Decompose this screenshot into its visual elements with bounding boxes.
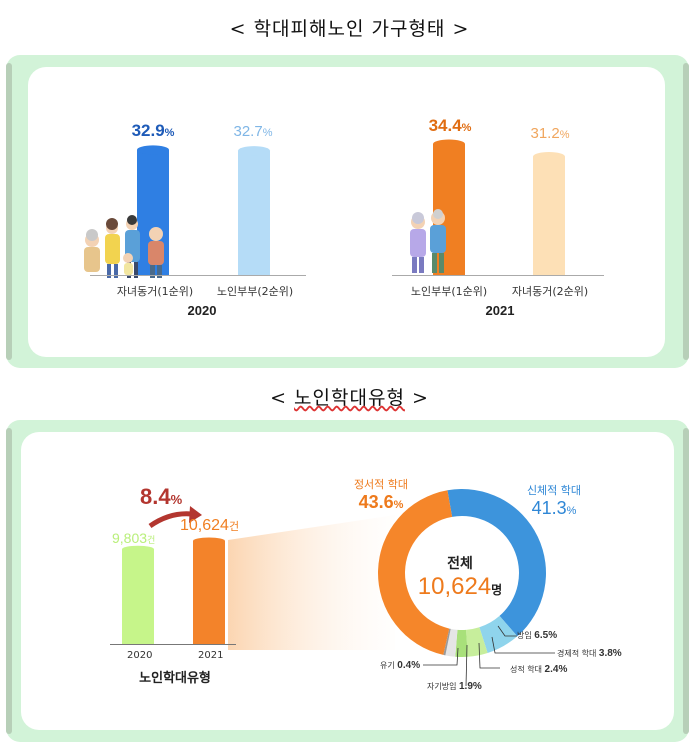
cases-year-2020: 2020 (127, 650, 153, 661)
cases-2021-value: 10,624건 (180, 517, 240, 534)
cases-axis (110, 644, 236, 645)
axis-2020 (90, 275, 306, 276)
label-financial: 경제적 학대 3.8% (557, 648, 622, 659)
label-self-neglect: 자기방임 1.9% (427, 681, 482, 692)
cases-title: 노인학대유형 (139, 670, 211, 685)
title-bracket-close: > (411, 387, 429, 409)
abuse-section-title: < 노인학대유형 > (0, 383, 699, 410)
cases-2020-value: 9,803건 (112, 530, 156, 546)
axis-2021 (392, 275, 604, 276)
donut-center: 전체 10,624명 (400, 553, 520, 601)
label-physical: 신체적 학대 41.3% (526, 484, 582, 518)
bar-label-2021-2: 자녀동거(2순위) (511, 285, 589, 298)
year-2020: 2020 (187, 303, 217, 318)
couple-illustration (410, 209, 446, 273)
pct-2020-2: 32.7% (233, 123, 273, 140)
bar-label-2021-1: 노인부부(1순위) (410, 285, 488, 298)
label-abandon: 유기 0.4% (380, 660, 421, 671)
cases-year-2021: 2021 (198, 650, 224, 661)
pct-2021-1: 34.4% (428, 116, 472, 135)
bar-label-2020-1: 자녀동거(1순위) (116, 285, 194, 298)
household-section-title: < 학대피해노인 가구형태 > (229, 18, 470, 40)
label-emotional: 정서적 학대 43.6% (353, 478, 409, 512)
donut-center-label: 전체 (447, 556, 473, 572)
title-bracket-open: < (270, 387, 287, 409)
pct-2021-2: 31.2% (530, 125, 570, 142)
label-sexual: 성적 학대 2.4% (510, 664, 568, 675)
title-main: 노인학대유형 (294, 387, 405, 409)
pct-2020-1: 32.9% (131, 121, 175, 140)
family-illustration (84, 215, 164, 278)
bar-label-2020-2: 노인부부(2순위) (216, 285, 294, 298)
growth-rate: 8.4% (140, 484, 183, 509)
donut-center-value: 10,624명 (417, 573, 503, 600)
label-neglect: 방임 6.5% (517, 630, 558, 641)
year-2021: 2021 (485, 303, 515, 318)
